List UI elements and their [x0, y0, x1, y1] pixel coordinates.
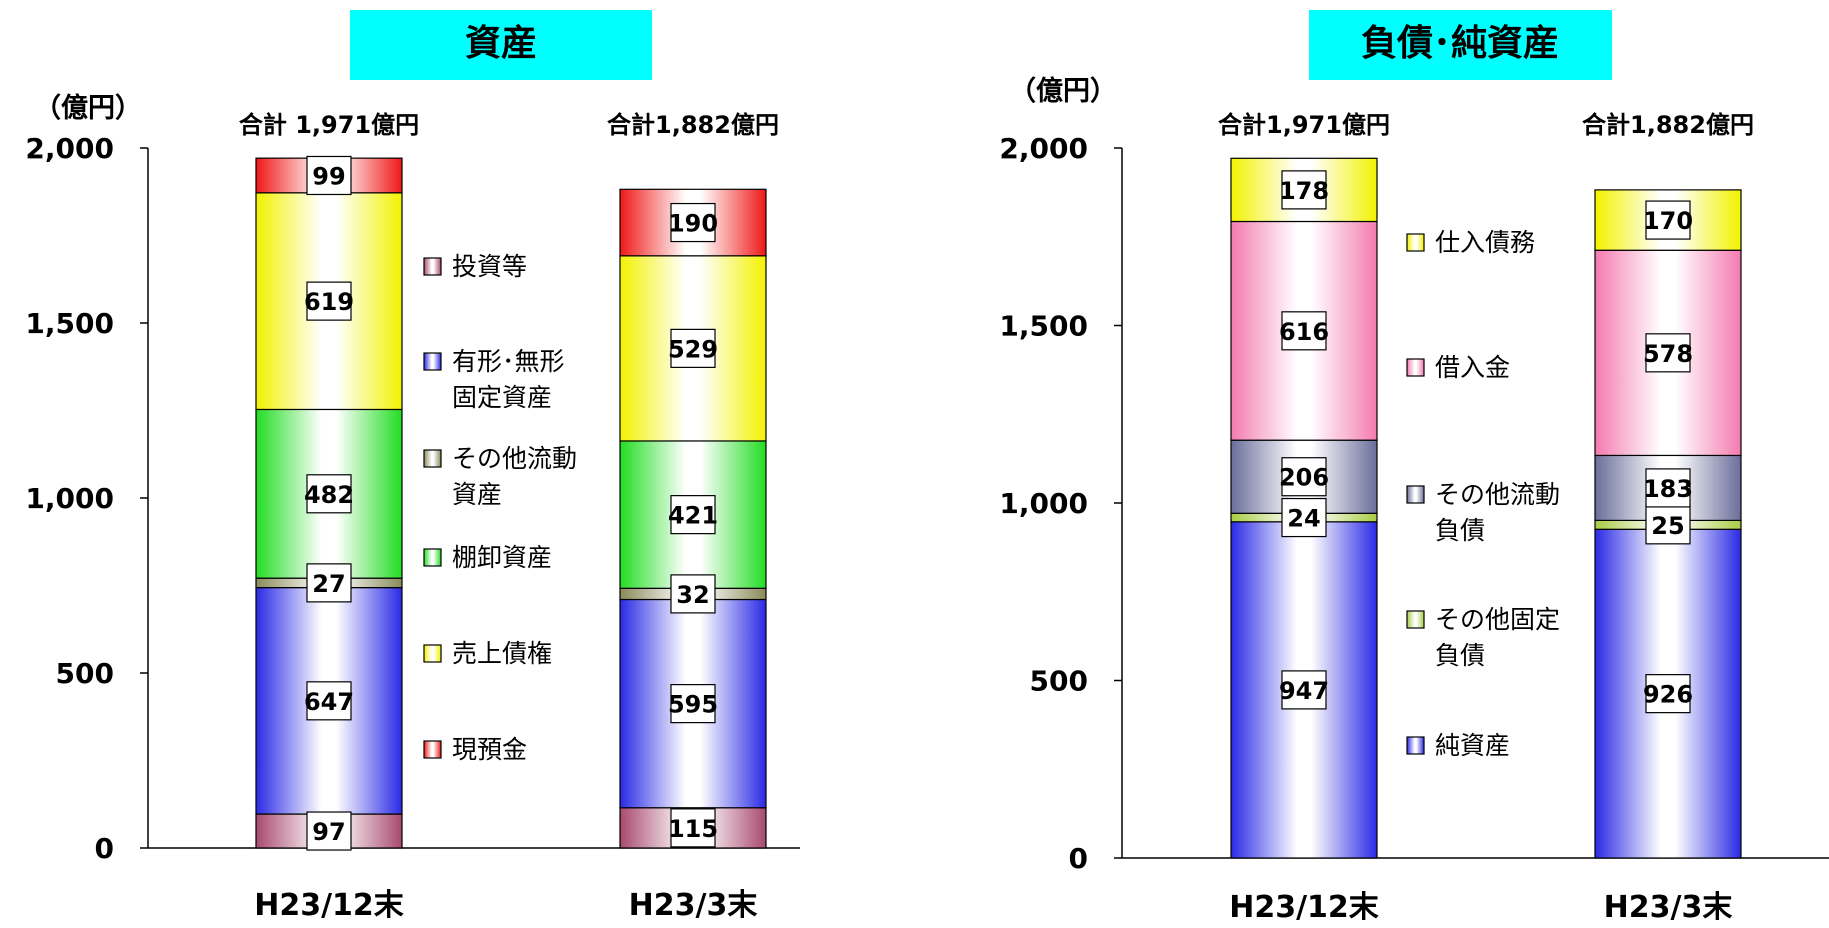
data-label: 578: [1643, 340, 1693, 368]
data-label: 115: [668, 815, 718, 843]
y-tick-label: 500: [1030, 665, 1088, 698]
y-tick-label: 2,000: [25, 132, 114, 165]
x-category-label: H23/3末: [629, 888, 758, 923]
data-label-box: [306, 474, 352, 514]
bar-total-label: 合計1,882億円: [607, 111, 779, 139]
chart-title: 資産: [465, 23, 537, 64]
data-label-box: [1281, 311, 1327, 351]
legend-label: 投資等: [452, 252, 527, 281]
data-label: 170: [1643, 207, 1693, 235]
data-label-box: [1645, 333, 1691, 373]
data-label: 482: [304, 481, 354, 509]
legend-label: 有形･無形固定資産: [452, 347, 565, 412]
data-label: 926: [1643, 681, 1693, 709]
data-label-box: [306, 281, 352, 321]
data-label-box: [1281, 497, 1327, 538]
legend-label: 現預金: [452, 735, 527, 764]
data-label: 27: [312, 570, 345, 598]
legend-label: 仕入債務: [1435, 228, 1535, 257]
y-tick-label: 1,500: [999, 310, 1088, 343]
data-label-box: [1281, 670, 1327, 710]
legend-label: 借入金: [1435, 353, 1510, 382]
y-tick-label: 1,000: [25, 482, 114, 515]
data-label-box: [306, 155, 352, 196]
chart-2: 負債･純資産 （億円） 0 500 1,000 1,500 2,000 947 24 206 616…: [999, 10, 1829, 925]
data-label: 947: [1279, 677, 1329, 705]
data-label-box: [306, 563, 352, 603]
data-label-box: [1645, 468, 1691, 508]
data-label-box: [306, 811, 352, 851]
legend-swatch: [1406, 736, 1425, 755]
legend-label: その他流動負債: [1435, 480, 1560, 545]
legend-swatch: [423, 352, 442, 371]
y-tick-label: 500: [56, 657, 114, 690]
data-label: 421: [668, 502, 718, 530]
legend-swatch: [423, 548, 442, 567]
legend-swatch: [423, 740, 442, 759]
data-label: 99: [312, 162, 345, 190]
data-label-box: [670, 202, 716, 243]
legend-swatch: [1406, 610, 1425, 629]
legend-swatch: [1406, 358, 1425, 377]
data-label-box: [670, 574, 716, 614]
data-label: 24: [1287, 505, 1320, 533]
y-axis-unit: （億円）: [34, 93, 142, 124]
chart-title: 負債･純資産: [1361, 23, 1559, 64]
y-tick-label: 0: [1069, 842, 1088, 875]
data-label: 178: [1279, 177, 1329, 205]
data-label: 97: [312, 818, 345, 846]
data-label: 25: [1651, 512, 1684, 540]
legend-label: 純資産: [1435, 731, 1510, 760]
chart-title-box: [1309, 10, 1612, 80]
y-tick-label: 2,000: [999, 132, 1088, 165]
data-label: 647: [304, 688, 354, 716]
y-tick-label: 1,000: [999, 487, 1088, 520]
x-category-label: H23/12末: [254, 888, 404, 923]
data-label-box: [1645, 200, 1691, 240]
chart-1: 資産 （億円） 0 500 1,000 1,500 2,000 97 647 27 482 619 99…: [25, 10, 800, 923]
data-label: 619: [304, 288, 354, 316]
bar-total-label: 合計 1,971億円: [239, 111, 419, 139]
data-label: 32: [676, 581, 709, 609]
data-label-box: [1281, 457, 1327, 497]
y-tick-label: 0: [95, 832, 114, 865]
legend-label: 棚卸資産: [452, 543, 552, 572]
data-label-box: [670, 495, 716, 535]
data-label: 529: [668, 335, 718, 363]
chart-title-box: [350, 10, 652, 80]
legend-swatch: [423, 257, 442, 276]
x-category-label: H23/3末: [1604, 890, 1733, 925]
data-label: 616: [1279, 318, 1329, 346]
legend-label: その他固定負債: [1435, 605, 1560, 670]
legend-swatch: [423, 449, 442, 468]
data-label: 206: [1279, 464, 1329, 492]
data-label: 183: [1643, 475, 1693, 503]
legend-swatch: [423, 644, 442, 663]
bar-total-label: 合計1,882億円: [1582, 111, 1754, 139]
legend-label: 売上債権: [452, 639, 552, 668]
data-label-box: [670, 808, 716, 848]
data-label-box: [1645, 674, 1691, 714]
data-label-box: [306, 681, 352, 721]
y-axis-unit: （億円）: [1009, 76, 1117, 107]
legend-label: その他流動資産: [452, 444, 577, 509]
data-label: 595: [668, 691, 718, 719]
legend-swatch: [1406, 233, 1425, 252]
data-label-box: [1281, 170, 1327, 210]
data-label-box: [670, 684, 716, 724]
bar-total-label: 合計1,971億円: [1218, 111, 1390, 139]
data-label-box: [670, 328, 716, 368]
data-label: 190: [668, 210, 718, 238]
legend-swatch: [1406, 485, 1425, 504]
x-category-label: H23/12末: [1229, 890, 1379, 925]
y-tick-label: 1,500: [25, 307, 114, 340]
